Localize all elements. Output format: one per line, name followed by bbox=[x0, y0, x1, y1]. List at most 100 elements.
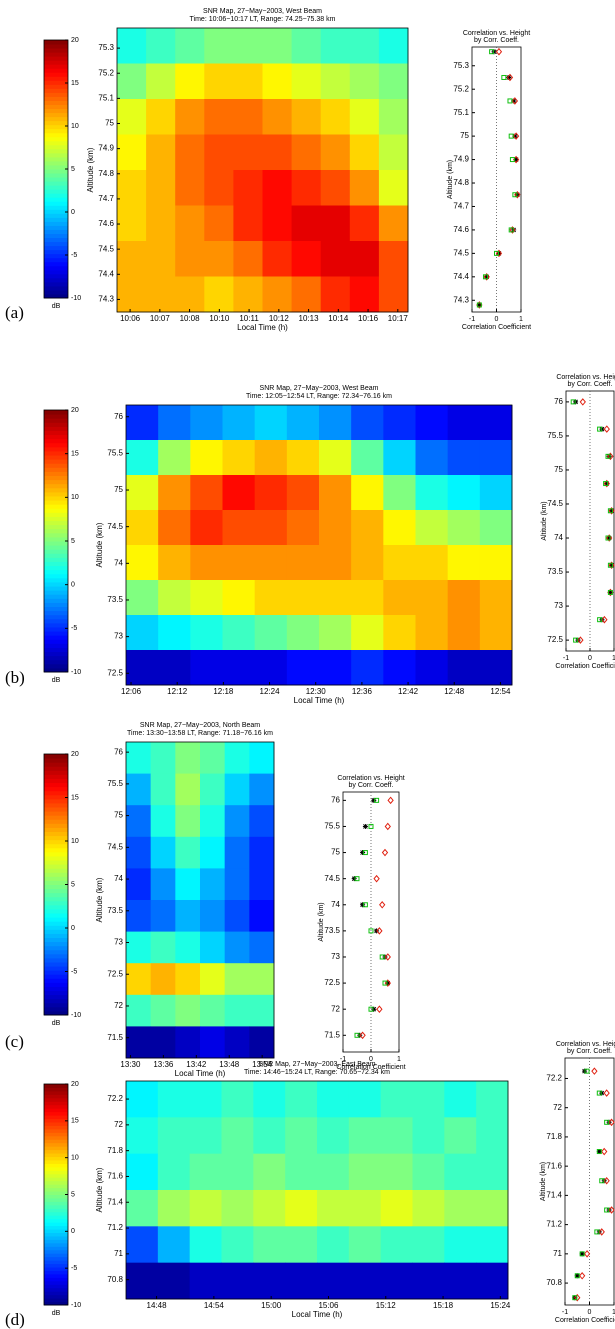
profile-point bbox=[603, 425, 610, 433]
y-tick-label: 72.5 bbox=[107, 668, 123, 677]
profile-point bbox=[607, 589, 613, 595]
heatmap-cell bbox=[233, 99, 263, 135]
colorbar-swatch bbox=[44, 925, 68, 930]
y-tick-label: 72 bbox=[114, 1120, 123, 1129]
profile-point bbox=[514, 190, 521, 199]
heatmap-cell bbox=[157, 1190, 191, 1227]
y-tick-label: 72.2 bbox=[107, 1094, 123, 1103]
heatmap-cell bbox=[291, 99, 322, 135]
heatmap-cell bbox=[126, 1190, 159, 1227]
x-tick-label: 10:12 bbox=[269, 314, 290, 323]
profile-point bbox=[605, 453, 611, 459]
profile-y-tick-label: 75.5 bbox=[547, 431, 563, 440]
colorbar-swatch bbox=[44, 970, 68, 975]
heatmap-cell bbox=[378, 241, 409, 277]
heatmap-frame bbox=[125, 741, 275, 1059]
colorbar-swatch bbox=[44, 189, 68, 194]
heatmap-cell bbox=[158, 650, 191, 686]
heatmap-cell bbox=[146, 205, 176, 242]
y-tick-label: 70.8 bbox=[107, 1275, 123, 1284]
heatmap-cell bbox=[157, 1153, 191, 1191]
heatmap-cell bbox=[383, 405, 416, 441]
profile-point bbox=[360, 902, 366, 908]
heatmap-cell bbox=[157, 1081, 191, 1118]
profile-y-tick-label: 73 bbox=[331, 952, 340, 961]
profile-point bbox=[597, 426, 603, 432]
chart-subtitle: Time: 10:06−10:17 LT, Range: 74.25−75.38… bbox=[190, 16, 336, 23]
profile-point bbox=[384, 979, 391, 987]
heatmap-cell bbox=[444, 1153, 477, 1191]
colorbar-swatch bbox=[44, 193, 68, 198]
colorbar-swatch bbox=[44, 1125, 68, 1130]
profile-point bbox=[594, 1229, 600, 1235]
x-axis-label: Local Time (h) bbox=[175, 1069, 226, 1078]
heatmap-cell bbox=[175, 994, 201, 1027]
profile-point bbox=[371, 1006, 377, 1012]
heatmap-cell bbox=[146, 99, 176, 135]
colorbar-swatch bbox=[44, 1263, 68, 1268]
heatmap-cell bbox=[444, 1226, 477, 1264]
colorbar-swatch bbox=[44, 1170, 68, 1175]
heatmap-cell bbox=[200, 868, 226, 901]
colorbar-swatch bbox=[44, 88, 68, 93]
heatmap-cell bbox=[348, 1153, 382, 1191]
profile-point bbox=[603, 479, 610, 488]
profile-point bbox=[376, 1005, 383, 1013]
colorbar-swatch bbox=[44, 892, 68, 898]
profile-point bbox=[512, 132, 520, 140]
colorbar-swatch bbox=[44, 1132, 68, 1137]
colorbar-swatch bbox=[44, 573, 68, 579]
heatmap-cell bbox=[383, 440, 416, 476]
heatmap-cell bbox=[221, 1153, 254, 1191]
heatmap-cell bbox=[150, 742, 176, 774]
colorbar-swatch bbox=[44, 80, 68, 85]
profile-point bbox=[483, 273, 490, 281]
heatmap-cell bbox=[254, 545, 288, 581]
heatmap-cell bbox=[378, 28, 409, 64]
profile-x-tick-label: 0 bbox=[588, 655, 592, 662]
colorbar-swatch bbox=[44, 48, 68, 53]
x-tick-label: 10:14 bbox=[328, 314, 349, 323]
heatmap-cell bbox=[317, 1117, 350, 1155]
profile-point bbox=[489, 49, 495, 55]
colorbar-swatch bbox=[44, 929, 68, 934]
profile-point bbox=[599, 1178, 605, 1184]
profile-y-tick-label: 74.4 bbox=[453, 272, 469, 281]
heatmap-cell bbox=[291, 205, 322, 242]
colorbar-swatch bbox=[44, 1218, 68, 1223]
y-tick-label: 75.1 bbox=[98, 93, 114, 102]
heatmap-cell bbox=[126, 805, 152, 838]
profile-y-tick-label: 76 bbox=[331, 795, 340, 804]
colorbar-swatch bbox=[44, 72, 68, 77]
heatmap-cell bbox=[204, 134, 234, 171]
profile-point bbox=[506, 74, 512, 80]
heatmap-cell bbox=[444, 1081, 477, 1118]
profile-point bbox=[501, 74, 507, 80]
profile-point bbox=[607, 562, 613, 568]
colorbar-swatch bbox=[44, 569, 68, 575]
heatmap-cell bbox=[319, 580, 352, 616]
heatmap-cell bbox=[262, 99, 292, 135]
colorbar-swatch bbox=[44, 221, 68, 226]
heatmap-cell bbox=[380, 1081, 413, 1118]
heatmap-cell bbox=[117, 63, 147, 100]
chart-subtitle: Time: 14:46−15:24 LT, Range: 70.65−72.34… bbox=[244, 1069, 390, 1076]
colorbar-swatch bbox=[44, 998, 68, 1004]
heatmap-cell bbox=[479, 510, 513, 546]
colorbar-tick-label: -5 bbox=[71, 625, 77, 632]
colorbar-swatch bbox=[44, 598, 68, 603]
heatmap-cell bbox=[175, 836, 201, 869]
colorbar-swatch bbox=[44, 933, 68, 939]
colorbar-swatch bbox=[44, 811, 68, 816]
x-tick-label: 10:08 bbox=[180, 314, 201, 323]
heatmap-cell bbox=[126, 742, 152, 774]
heatmap-cell bbox=[349, 28, 380, 64]
y-tick-label: 75 bbox=[105, 119, 114, 128]
profile-point bbox=[584, 1068, 590, 1074]
profile-point bbox=[509, 157, 515, 163]
profile-point bbox=[354, 876, 360, 882]
y-tick-label: 71.4 bbox=[107, 1197, 123, 1206]
colorbar-swatch bbox=[44, 1273, 68, 1278]
colorbar-swatch bbox=[44, 770, 68, 775]
colorbar-swatch bbox=[44, 467, 68, 472]
